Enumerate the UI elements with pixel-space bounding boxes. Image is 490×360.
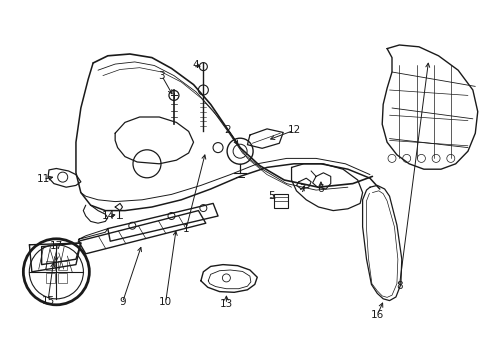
Text: 3: 3 xyxy=(158,71,165,81)
Text: 12: 12 xyxy=(287,125,301,135)
Bar xyxy=(274,194,289,208)
Bar xyxy=(46,273,55,283)
Text: 14: 14 xyxy=(102,211,116,221)
Text: 15: 15 xyxy=(41,296,55,306)
Bar xyxy=(46,261,55,270)
Text: 2: 2 xyxy=(224,125,231,135)
Text: 11: 11 xyxy=(36,174,50,184)
Bar xyxy=(58,261,67,270)
Text: 16: 16 xyxy=(370,310,384,320)
Bar xyxy=(58,273,67,283)
Text: 6: 6 xyxy=(318,184,324,194)
Text: 8: 8 xyxy=(396,281,403,291)
Text: 4: 4 xyxy=(193,60,199,70)
Text: 5: 5 xyxy=(269,191,275,201)
Text: 7: 7 xyxy=(299,184,306,194)
Text: 1: 1 xyxy=(183,224,190,234)
Text: 13: 13 xyxy=(220,299,233,309)
Text: 17: 17 xyxy=(49,240,63,251)
Text: 10: 10 xyxy=(159,297,172,307)
Text: 9: 9 xyxy=(119,297,126,307)
